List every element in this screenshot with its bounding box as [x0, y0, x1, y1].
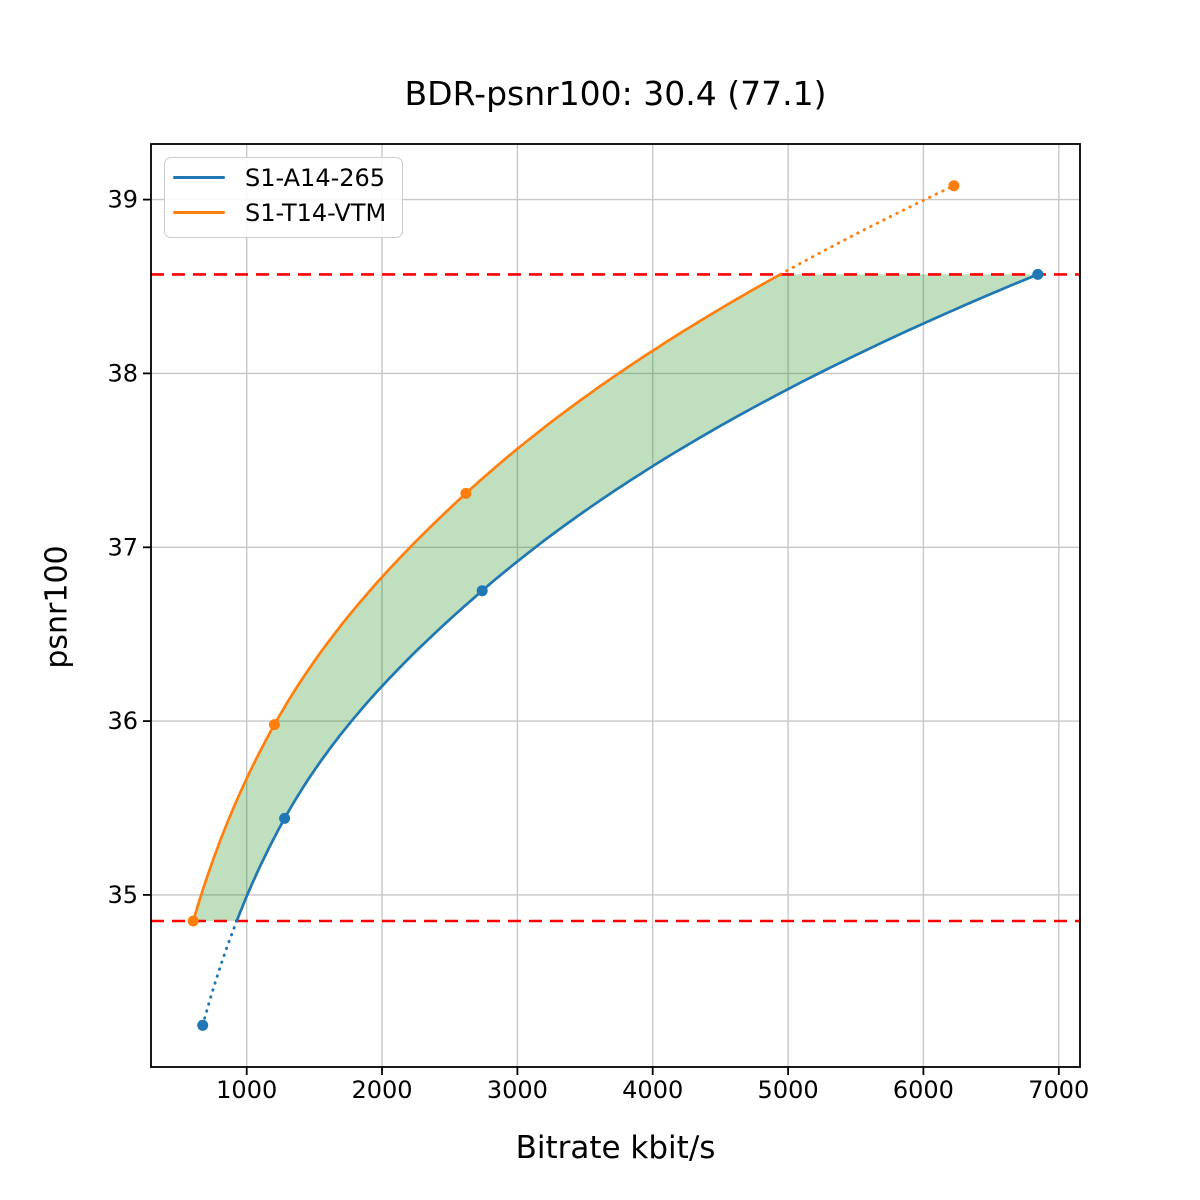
y-tick-label: 35 [107, 881, 138, 909]
y-tick-label: 36 [107, 707, 138, 735]
legend-item: S1-A14-265 [173, 161, 390, 194]
x-tick-label: 2000 [351, 1076, 412, 1104]
x-tick-label: 7000 [1028, 1076, 1089, 1104]
legend-line-swatch [173, 211, 225, 214]
x-axis-label: Bitrate kbit/s [515, 1130, 716, 1166]
series-curve-dotted [201, 919, 239, 1027]
series-curve [235, 273, 1039, 922]
data-point [460, 487, 472, 499]
data-point [476, 585, 488, 597]
series-curve-dotted [778, 184, 956, 276]
y-tick-label: 39 [107, 186, 138, 214]
x-tick-label: 5000 [758, 1076, 819, 1104]
legend-label: S1-A14-265 [245, 163, 386, 192]
x-tick-label: 1000 [216, 1076, 277, 1104]
legend-line-swatch [173, 176, 225, 179]
data-point [948, 180, 960, 192]
legend: S1-A14-265 S1-T14-VTM [164, 157, 403, 238]
data-point [279, 812, 291, 824]
bd-overlap-fill [193, 274, 1038, 921]
data-point [268, 719, 280, 731]
x-tick-label: 3000 [487, 1076, 548, 1104]
y-tick-label: 37 [107, 533, 138, 561]
data-point [197, 1019, 209, 1031]
x-tick-label: 4000 [622, 1076, 683, 1104]
data-point [187, 915, 199, 927]
axes-spines [150, 143, 1081, 1068]
legend-label: S1-T14-VTM [245, 198, 387, 227]
y-axis-label: psnr100 [39, 545, 75, 669]
data-point [1032, 268, 1044, 280]
chart-title: BDR-psnr100: 30.4 (77.1) [404, 74, 827, 113]
legend-item: S1-T14-VTM [173, 196, 390, 229]
x-tick-label: 6000 [893, 1076, 954, 1104]
y-tick-label: 38 [107, 359, 138, 387]
series-curve [191, 273, 782, 922]
